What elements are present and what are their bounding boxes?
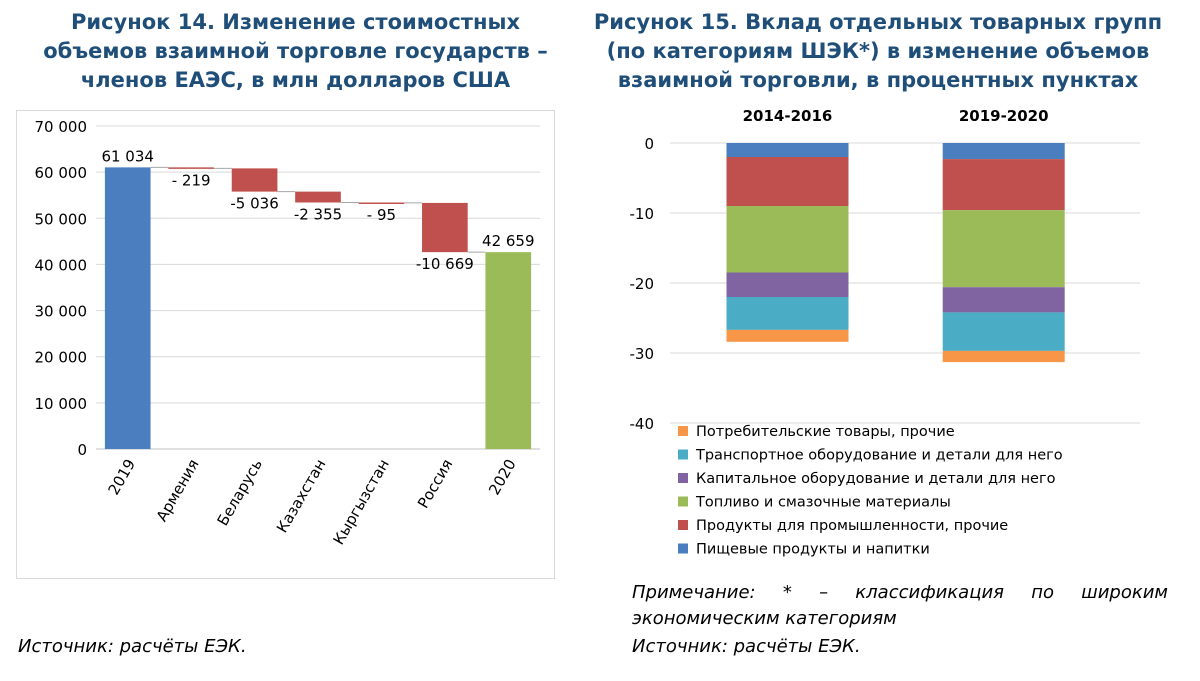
legend-swatch [678,426,688,436]
x-tick-label: Казахстан [273,456,330,536]
stack-segment [942,159,1065,211]
bar-Армения [168,167,214,169]
x-tick-label: 2020 [485,456,520,498]
legend-label: Капитальное оборудование и детали для не… [696,471,1056,487]
stack-segment [726,206,849,273]
stack-segment [726,329,849,342]
y-tick-label: -20 [630,275,655,293]
bar-Кыргызстан [358,202,405,204]
stacked-bar-chart: 0 -10 -20 -30 -40 2014-2016 2019-2020 Потребите… [630,107,1140,558]
data-label: 61 034 [101,147,154,165]
data-label: 42 659 [482,232,535,250]
legend-label: Транспортное оборудование и детали для н… [695,448,1063,464]
y-tick-label: -40 [630,415,655,433]
stack-segment [942,350,1065,363]
figure-15-note: Примечание: * – классификация по широким [632,582,1168,603]
y-tick-label: 50 000 [35,210,88,228]
legend-swatch [678,520,688,530]
figure-15-title: Рисунок 15. Вклад отдельных товарных гру… [593,10,1163,92]
stack-segment [942,287,1065,313]
stack-segment [942,143,1065,160]
legend-label: Продукты для промышленности, прочие [696,518,1008,534]
category-label: 2019-2020 [959,107,1049,125]
data-label: - 95 [367,206,396,224]
legend-swatch [678,543,688,554]
stack-segment [942,312,1065,351]
y-tick-label: 60 000 [35,164,88,182]
y-tick-label: -30 [630,345,655,363]
y-tick-label: 10 000 [35,395,88,413]
y-tick-label: 20 000 [35,349,88,367]
bar-Беларусь [231,168,278,192]
category-label: 2014-2016 [743,107,833,125]
y-tick-label: 40 000 [35,256,88,274]
y-tick-label: 0 [77,441,87,459]
figure-14-title: Рисунок 14. Изменение стоимостных объемо… [43,10,548,92]
y-tick-label: 70 000 [35,118,88,136]
figure-15-note-continued: экономическим категориям [632,608,897,629]
x-tick-label: Армения [153,456,203,525]
legend-label: Топливо и смазочные материалы [695,495,951,511]
legend-label: Потребительские товары, прочие [696,424,955,440]
x-tick-label: Россия [414,456,456,511]
x-tick-label: 2019 [104,456,139,498]
legend-swatch [678,473,688,483]
data-label: - 219 [172,171,211,189]
waterfall-chart: 0 10 000 20 000 30 000 40 000 50 000 60 000 70 … [35,118,540,548]
stack-segment [726,157,849,206]
legend-swatch [678,449,688,460]
figure-14-source: Источник: расчёты ЕЭК. [18,636,247,657]
data-label: -2 355 [294,205,342,223]
waterfall-chart-frame [16,110,555,579]
legend-swatch [678,496,688,507]
figure-15-source: Источник: расчёты ЕЭК. [632,636,861,657]
x-tick-label: Беларусь [214,456,266,529]
y-tick-label: 0 [644,135,654,153]
legend-label: Пищевые продукты и напитки [696,542,930,558]
y-tick-label: -10 [630,205,655,223]
bar-Россия [422,202,468,253]
stack-segment [726,297,849,330]
data-label: -10 669 [416,255,474,273]
stack-segment [726,143,849,157]
stack-segment [726,272,849,297]
bar-2020 [485,252,532,449]
bar-Казахстан [295,191,341,203]
stack-segment [942,210,1065,288]
bar-2019 [104,167,151,449]
y-tick-label: 30 000 [35,303,88,321]
x-tick-label: Кыргызстан [329,456,392,548]
data-label: -5 036 [230,195,278,213]
